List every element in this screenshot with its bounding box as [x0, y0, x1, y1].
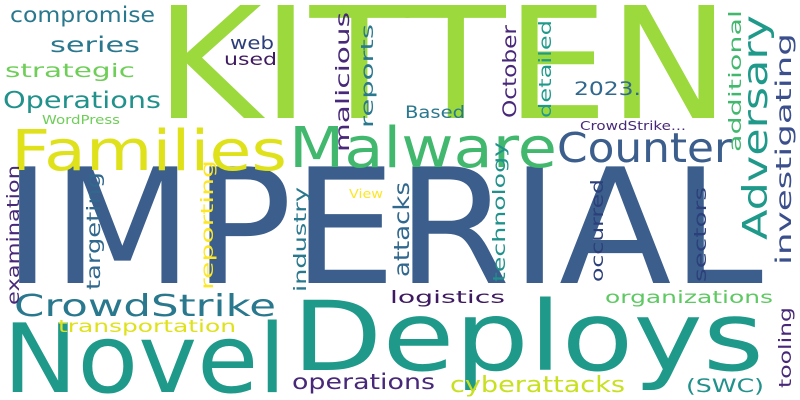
word-counter: Counter [557, 124, 732, 172]
word-occurred: occurred [588, 179, 608, 282]
word-reports: reports [358, 24, 378, 128]
word-targeting: targeting [83, 172, 105, 290]
word-operations-title: Operations [3, 88, 161, 114]
word-industry: industry [291, 187, 311, 292]
word-view: View [349, 187, 383, 201]
word-logistics: logistics [390, 288, 505, 308]
word-adversary: Adversary [736, 15, 776, 240]
word-crowdstrike: CrowdStrike [14, 289, 276, 324]
word-examination: examination [4, 165, 24, 305]
word-organizations: organizations [605, 288, 773, 308]
word-based: Based [405, 103, 465, 123]
word-compromise: compromise [10, 3, 155, 27]
word-used: used [224, 50, 277, 70]
word-tooling: tooling [776, 307, 796, 388]
word-strategic: strategic [5, 60, 135, 82]
word-families: Families [11, 119, 287, 184]
word-malware: Malware [289, 116, 557, 181]
word-deploys: Deploys [292, 281, 764, 393]
word-imperial: IMPERIAL [3, 134, 763, 321]
word-cyberattacks: cyberattacks [450, 373, 625, 398]
word-swc: (SWC) [686, 375, 764, 397]
word-malicious: malicious [332, 12, 354, 152]
word-transportation: transportation [58, 317, 236, 337]
word-additional: additional [726, 10, 746, 152]
word-series: series [50, 33, 140, 57]
word-investigating: investigating [772, 33, 796, 265]
word-detailed: detailed [536, 20, 556, 118]
word-technology: technology [490, 142, 510, 282]
word-reporting: reporting [198, 160, 218, 290]
word-2023: 2023. [574, 78, 641, 100]
word-crowdstrike-ellipsis: CrowdStrike… [580, 119, 686, 133]
word-operations: operations [292, 370, 435, 394]
word-october: October [499, 25, 521, 118]
word-web: web [230, 33, 274, 54]
word-attacks: attacks [390, 182, 414, 277]
word-wordpress: WordPress [42, 113, 120, 127]
word-sectors: sectors [691, 187, 711, 282]
word-novel: Novel [3, 305, 286, 400]
word-kitten: KITTEN [155, 0, 730, 155]
